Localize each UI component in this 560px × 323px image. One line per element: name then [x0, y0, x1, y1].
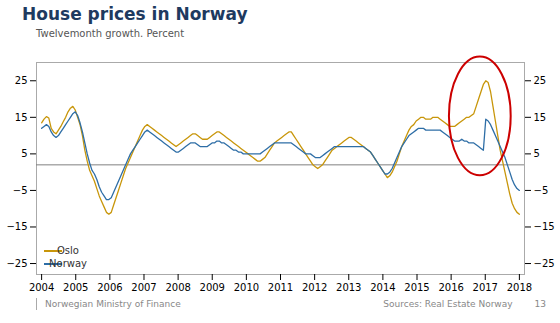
svg-text:5: 5 — [534, 148, 540, 159]
html-text:Twelvemonth growth. Percent: Twelvemonth growth. Percent — [36, 28, 184, 39]
svg-text:2017: 2017 — [473, 282, 498, 293]
svg-text:2015: 2015 — [404, 282, 429, 293]
svg-text:2007: 2007 — [131, 282, 156, 293]
html-text:13: 13 — [534, 299, 546, 309]
svg-text:−25: −25 — [534, 258, 555, 269]
svg-text:−25: −25 — [6, 258, 27, 269]
svg-text:15: 15 — [534, 112, 547, 123]
svg-text:15: 15 — [15, 112, 28, 123]
svg-text:2008: 2008 — [165, 282, 190, 293]
svg-text:2018: 2018 — [507, 282, 532, 293]
html-text:Norwegian Ministry of Finance: Norwegian Ministry of Finance — [45, 299, 181, 309]
svg-text:2005: 2005 — [63, 282, 88, 293]
svg-text:2009: 2009 — [200, 282, 225, 293]
svg-text:2004: 2004 — [29, 282, 54, 293]
svg-text:−15: −15 — [534, 221, 555, 232]
svg-text:25: 25 — [15, 75, 28, 86]
svg-text:25: 25 — [534, 75, 547, 86]
svg-text:−15: −15 — [6, 221, 27, 232]
svg-text:2012: 2012 — [302, 282, 327, 293]
svg-text:−5: −5 — [534, 185, 549, 196]
svg-text:2016: 2016 — [438, 282, 463, 293]
svg-text:2013: 2013 — [336, 282, 361, 293]
html-text:House prices in Norway: House prices in Norway — [22, 4, 248, 24]
svg-text:5: 5 — [21, 148, 27, 159]
svg-text:2011: 2011 — [268, 282, 293, 293]
svg-text:2010: 2010 — [234, 282, 259, 293]
svg-text:−5: −5 — [13, 185, 28, 196]
svg-text:2006: 2006 — [97, 282, 122, 293]
svg-text:2014: 2014 — [370, 282, 395, 293]
svg-text:Oslo: Oslo — [57, 245, 79, 256]
html-text:Sources: Real Estate Norway: Sources: Real Estate Norway — [383, 299, 513, 309]
svg-text:Norway: Norway — [49, 258, 87, 269]
